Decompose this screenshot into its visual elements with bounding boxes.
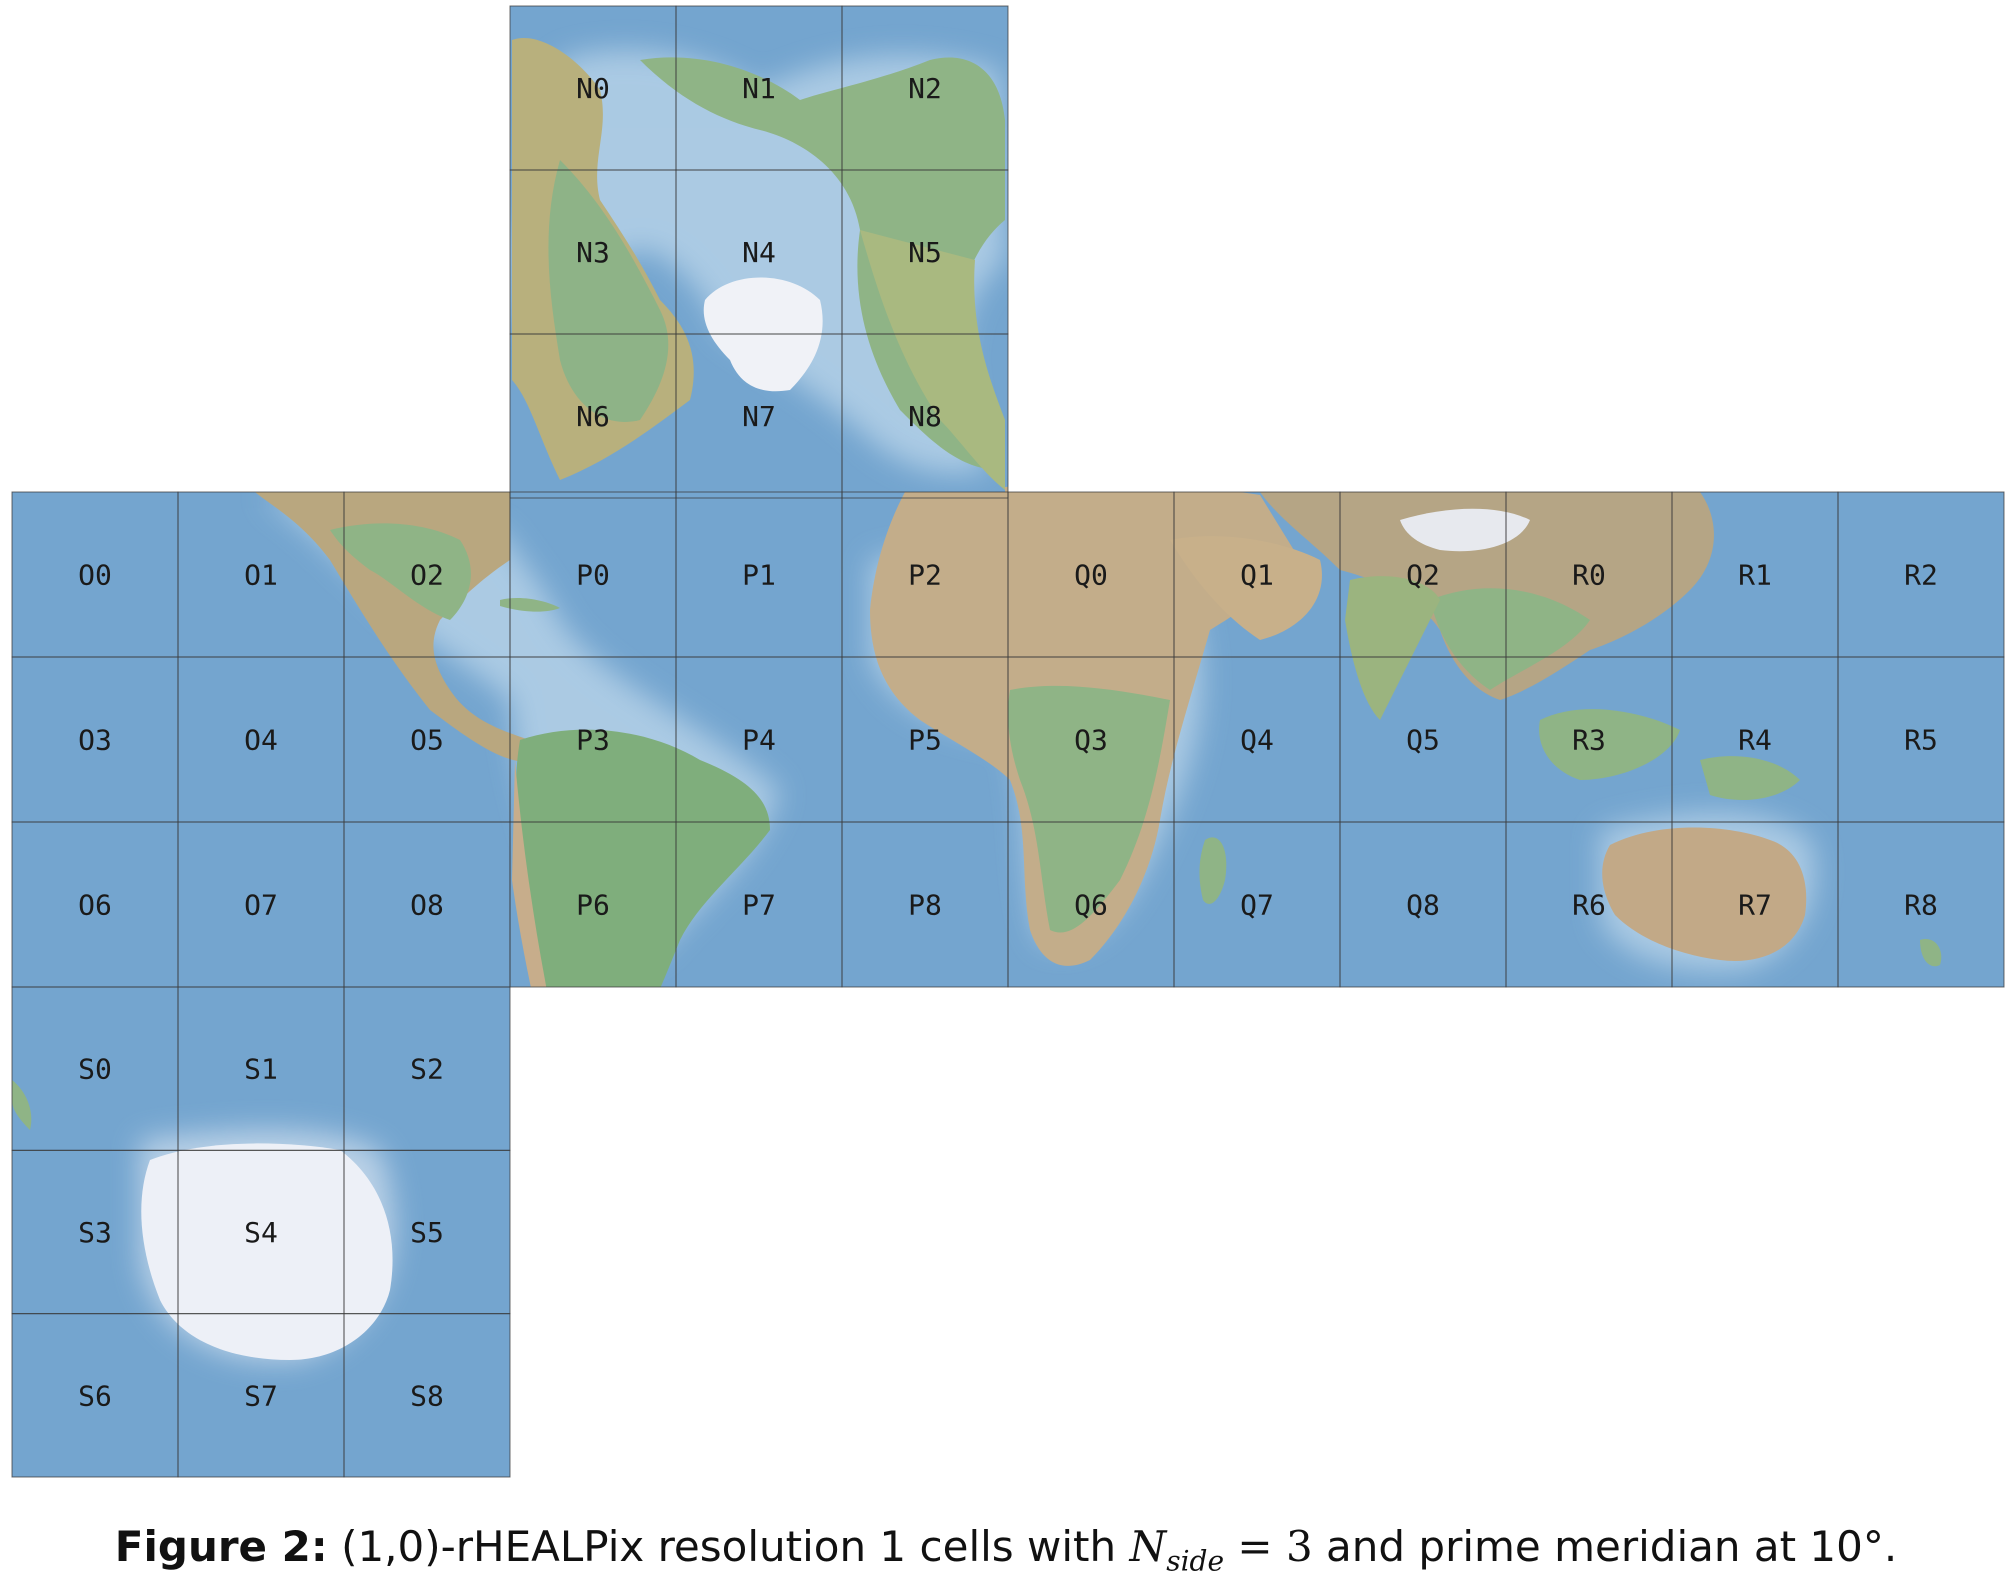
cell-label-q2: Q2 xyxy=(1406,559,1440,592)
cell-label-s3: S3 xyxy=(78,1216,112,1249)
cell-label-n5: N5 xyxy=(908,236,942,269)
cell-label-o1: O1 xyxy=(244,559,278,592)
figure-caption: Figure 2: (1,0)-rHEALPix resolution 1 ce… xyxy=(0,1522,2012,1577)
cell-s8 xyxy=(343,1313,511,1478)
cell-label-p6: P6 xyxy=(576,889,610,922)
cell-label-o4: O4 xyxy=(244,724,278,757)
cell-label-r0: R0 xyxy=(1572,559,1606,592)
cell-labels: N0 N1 N2 N3 N4 N5 N6 N7 N8 O0 O1 O2 O3 O4 O5 O6 O7 O8 P0 P1… xyxy=(78,72,1938,1412)
cell-label-p7: P7 xyxy=(742,889,776,922)
cell-label-n4: N4 xyxy=(742,236,776,269)
caption-math-subscript: side xyxy=(1166,1544,1225,1578)
cell-label-p1: P1 xyxy=(742,559,776,592)
cell-label-n1: N1 xyxy=(742,72,776,105)
rhealpix-map: N0 N1 N2 N3 N4 N5 N6 N7 N8 O0 O1 O2 O3 O4 O5 O6 O7 O8 P0 P1… xyxy=(11,5,2005,1478)
caption-text-after: and prime meridian at 10°. xyxy=(1326,1522,1898,1571)
cell-label-r1: R1 xyxy=(1738,559,1772,592)
cell-label-q5: Q5 xyxy=(1406,724,1440,757)
cell-label-p4: P4 xyxy=(742,724,776,757)
caption-text-before: (1,0)-rHEALPix resolution 1 cells with xyxy=(341,1522,1117,1571)
cell-label-r3: R3 xyxy=(1572,724,1606,757)
cell-label-s7: S7 xyxy=(244,1379,278,1412)
cell-label-s2: S2 xyxy=(410,1053,444,1086)
cell-label-n6: N6 xyxy=(576,400,610,433)
cell-label-r6: R6 xyxy=(1572,889,1606,922)
cell-label-n7: N7 xyxy=(742,400,776,433)
cell-label-r7: R7 xyxy=(1738,889,1772,922)
cell-label-q1: Q1 xyxy=(1240,559,1274,592)
cell-label-q7: Q7 xyxy=(1240,889,1274,922)
cell-label-o3: O3 xyxy=(78,724,112,757)
cell-label-n8: N8 xyxy=(908,400,942,433)
caption-label: Figure 2: xyxy=(114,1522,328,1571)
cell-label-o6: O6 xyxy=(78,889,112,922)
cell-label-q0: Q0 xyxy=(1074,559,1108,592)
cell-label-o2: O2 xyxy=(410,559,444,592)
caption-math-rest: = 3 xyxy=(1237,1522,1313,1571)
cell-label-r2: R2 xyxy=(1904,559,1938,592)
cell-label-s1: S1 xyxy=(244,1053,278,1086)
cell-label-s8: S8 xyxy=(410,1379,444,1412)
caption-math-symbol: N xyxy=(1129,1522,1167,1571)
cell-label-o5: O5 xyxy=(410,724,444,757)
cell-r8 xyxy=(1837,821,2005,988)
cell-label-q4: Q4 xyxy=(1240,724,1274,757)
cell-label-o0: O0 xyxy=(78,559,112,592)
cell-label-r8: R8 xyxy=(1904,889,1938,922)
cell-label-s5: S5 xyxy=(410,1216,444,1249)
cell-label-q3: Q3 xyxy=(1074,724,1108,757)
cell-label-s0: S0 xyxy=(78,1053,112,1086)
cell-n8 xyxy=(841,333,1009,499)
cell-label-n3: N3 xyxy=(576,236,610,269)
cell-label-p5: P5 xyxy=(908,724,942,757)
cell-label-q6: Q6 xyxy=(1074,889,1108,922)
cell-label-r4: R4 xyxy=(1738,724,1772,757)
cell-label-o7: O7 xyxy=(244,889,278,922)
cell-label-n2: N2 xyxy=(908,72,942,105)
cell-label-s4: S4 xyxy=(244,1216,278,1249)
cell-label-n0: N0 xyxy=(576,72,610,105)
cell-label-r5: R5 xyxy=(1904,724,1938,757)
cell-label-p0: P0 xyxy=(576,559,610,592)
cell-label-p2: P2 xyxy=(908,559,942,592)
cell-grid xyxy=(11,5,2005,1478)
cell-label-q8: Q8 xyxy=(1406,889,1440,922)
land-masses xyxy=(12,38,1942,1362)
cell-label-o8: O8 xyxy=(410,889,444,922)
caption-math: Nside = 3 xyxy=(1129,1522,1313,1577)
cell-label-s6: S6 xyxy=(78,1379,112,1412)
cell-label-p8: P8 xyxy=(908,889,942,922)
cell-label-p3: P3 xyxy=(576,724,610,757)
